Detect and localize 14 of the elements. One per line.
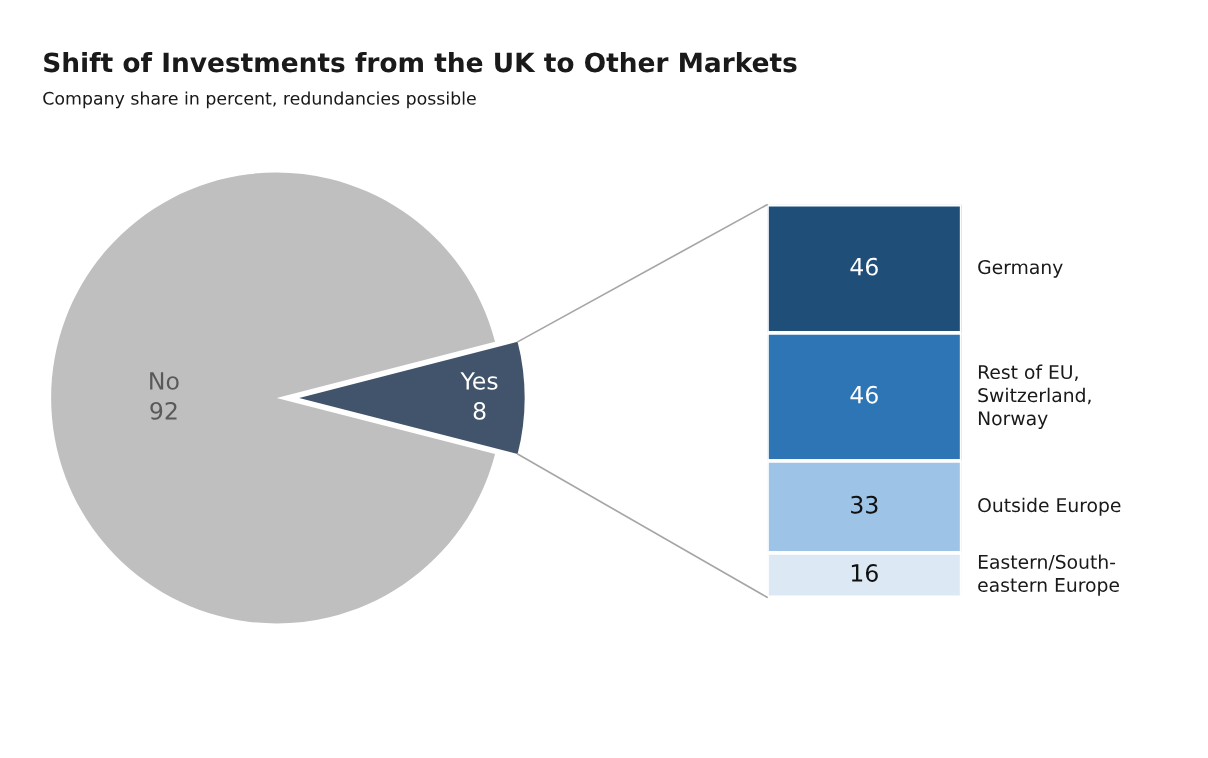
- chart-subtitle: Company share in percent, redundancies possible: [43, 91, 476, 109]
- chart-title: Shift of Investments from the UK to Other Markets: [44, 51, 797, 73]
- data-label: 8: [473, 401, 486, 420]
- data-label: 16: [851, 564, 878, 582]
- series-label: Germany: [978, 259, 1063, 278]
- data-label: 46: [850, 385, 878, 404]
- data-label: 92: [150, 401, 177, 420]
- data-label: 33: [851, 495, 878, 514]
- slice-label: Yes: [460, 372, 498, 390]
- slice-label: No: [150, 372, 179, 390]
- data-label: 46: [850, 257, 878, 276]
- series-label: Eastern/South- eastern Europe: [978, 554, 1119, 596]
- series-label: Rest of EU, Switzerland, Norway: [978, 364, 1091, 430]
- series-label: Outside Europe: [978, 497, 1121, 516]
